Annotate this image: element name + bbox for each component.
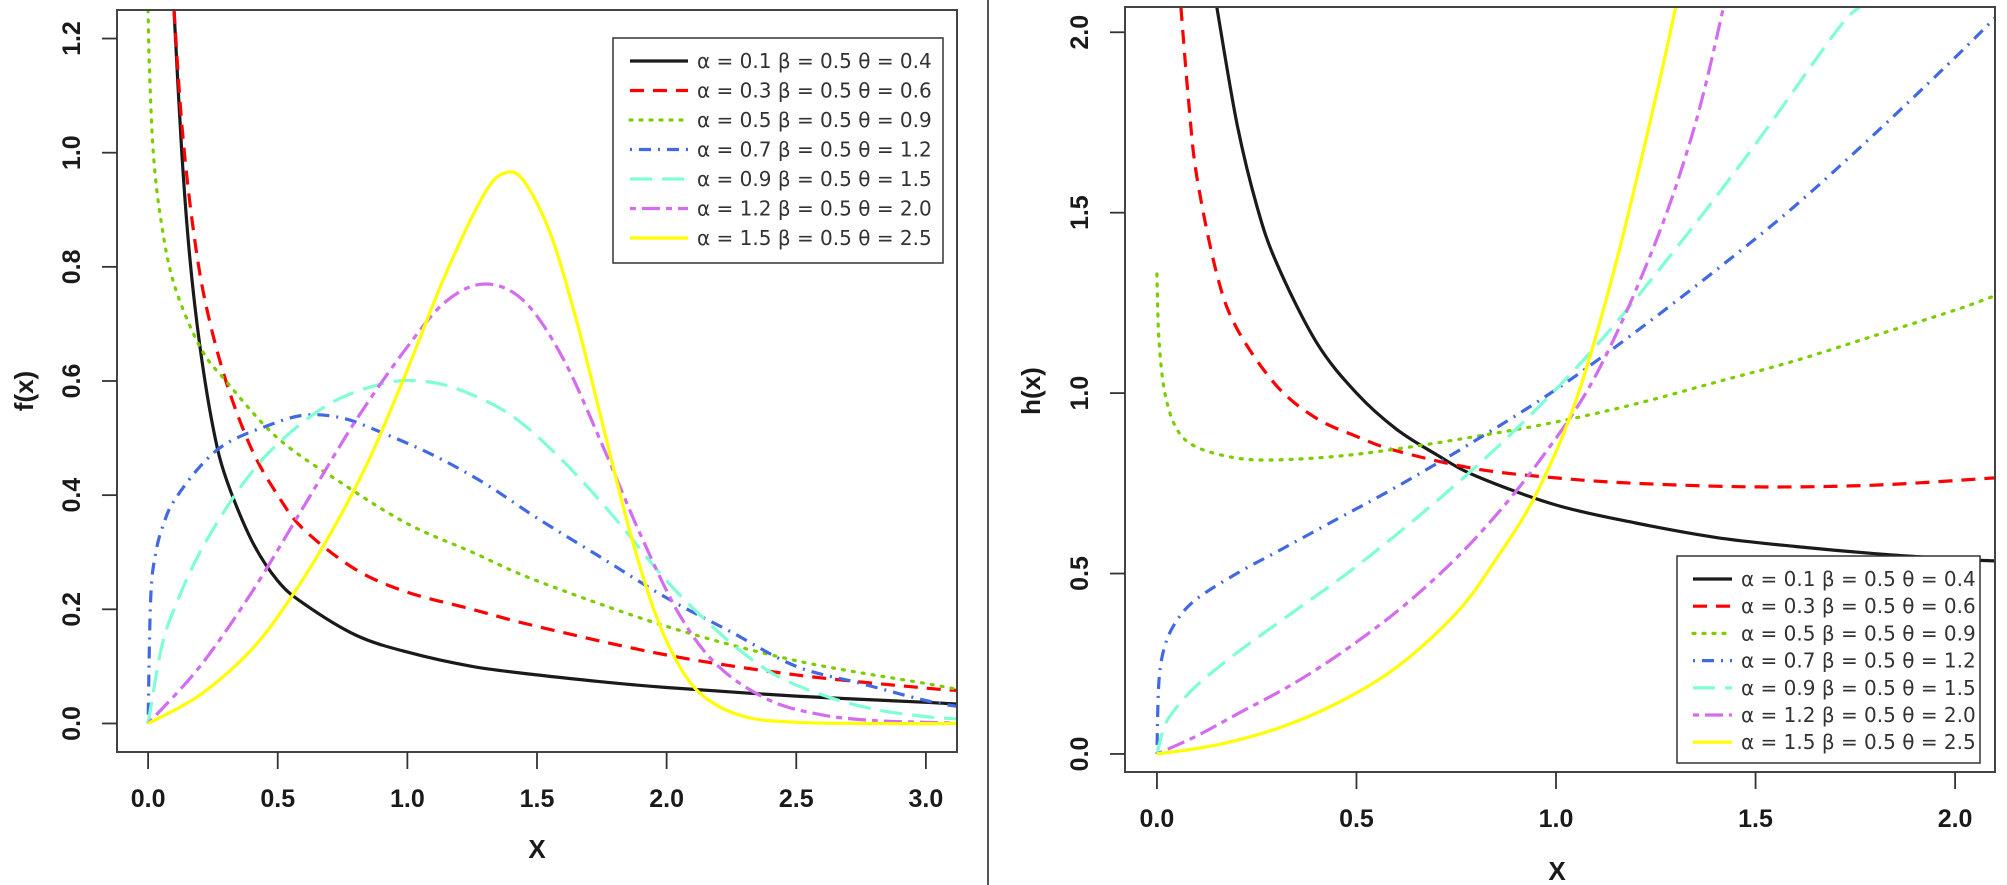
legend-box (1676, 555, 1981, 764)
y-tick-label: 2.0 (1066, 15, 1094, 50)
legend: α = 0.1 β = 0.5 θ = 0.4 α = 0.3 β = 0.5 θ… (1676, 555, 1981, 764)
y-tick-label: 0.4 (58, 478, 86, 513)
legend-entry: α = 0.1 β = 0.5 θ = 0.4 (697, 49, 932, 73)
legend-entry: α = 1.2 β = 0.5 θ = 2.0 (697, 197, 932, 221)
legend-entry: α = 1.5 β = 0.5 θ = 2.5 (697, 226, 932, 250)
series-line-6 (1156, 7, 1678, 756)
x-tick-label: 2.5 (779, 785, 814, 813)
x-tick-label: 0.5 (260, 785, 295, 813)
series-line-4 (146, 378, 957, 724)
x-tick-label: 0.5 (1339, 805, 1374, 833)
x-tick-label: 1.5 (1738, 805, 1773, 833)
y-tick-label: 1.0 (1066, 376, 1094, 411)
hazard-plot: 0.0 0.5 1.0 1.5 2.0 0.0 0.5 1.0 1.5 2.0 X h(x) α… (1016, 6, 1996, 885)
x-tick-label: 2.0 (649, 785, 684, 813)
y-tick-label: 0.6 (58, 364, 86, 399)
x-axis-title: X (1548, 856, 1566, 885)
legend-entry: α = 0.7 β = 0.5 θ = 1.2 (1741, 649, 1976, 673)
legend-entry: α = 0.9 β = 0.5 θ = 1.5 (1741, 676, 1976, 700)
legend-entry: α = 0.5 β = 0.5 θ = 0.9 (1741, 621, 1976, 645)
series-line-5 (146, 282, 957, 725)
series-line-0 (172, 10, 957, 706)
x-tick-label: 1.0 (1539, 805, 1574, 833)
plot-frame (1124, 6, 1996, 773)
legend-entry: α = 0.3 β = 0.5 θ = 0.6 (1741, 594, 1976, 618)
legend-entry: α = 0.3 β = 0.5 θ = 0.6 (697, 79, 932, 103)
y-tick-label: 1.5 (1066, 195, 1094, 230)
legend-entry: α = 1.2 β = 0.5 θ = 2.0 (1741, 703, 1976, 727)
series-line-6 (147, 170, 957, 726)
y-tick-label: 0.8 (58, 249, 86, 284)
series-line-1 (172, 10, 957, 692)
x-tick-label: 0.0 (131, 785, 166, 813)
y-axis-title: h(x) (1016, 367, 1046, 415)
series-line-4 (1155, 7, 1861, 755)
density-curves (146, 10, 957, 726)
y-tick-label: 0.5 (1066, 556, 1094, 591)
legend-entry: α = 0.1 β = 0.5 θ = 0.4 (1741, 567, 1976, 591)
y-tick-label: 1.2 (58, 21, 86, 56)
series-line-0 (1215, 7, 1995, 563)
y-tick-label: 0.2 (58, 592, 86, 627)
y-axis-title: f(x) (9, 371, 39, 411)
y-tick-label: 1.0 (58, 135, 86, 170)
x-axis: 0.0 0.5 1.0 1.5 2.0 (1140, 772, 1973, 833)
x-tick-label: 3.0 (909, 785, 944, 813)
x-tick-label: 1.0 (390, 785, 425, 813)
series-line-1 (1179, 7, 1995, 489)
legend-entry: α = 0.5 β = 0.5 θ = 0.9 (697, 108, 932, 132)
series-line-5 (1156, 7, 1726, 756)
x-tick-label: 1.5 (520, 785, 555, 813)
legend-entry: α = 0.9 β = 0.5 θ = 1.5 (697, 167, 932, 191)
density-plot: 0.0 0.5 1.0 1.5 2.0 2.5 3.0 0.0 0.2 0.4 0.6 0.8 1.0… (9, 9, 958, 864)
series-line-2 (146, 10, 957, 691)
hazard-curves (1155, 7, 1995, 756)
x-axis-title: X (528, 834, 546, 864)
x-axis: 0.0 0.5 1.0 1.5 2.0 2.5 3.0 (131, 752, 944, 813)
x-tick-label: 2.0 (1938, 805, 1973, 833)
legend-entry: α = 0.7 β = 0.5 θ = 1.2 (697, 138, 932, 162)
x-tick-label: 0.0 (1140, 805, 1175, 833)
legend-entry: α = 1.5 β = 0.5 θ = 2.5 (1741, 730, 1976, 754)
y-tick-label: 0.0 (58, 706, 86, 741)
y-axis: 0.0 0.2 0.4 0.6 0.8 1.0 1.2 (58, 21, 117, 741)
y-axis: 0.0 0.5 1.0 1.5 2.0 (1066, 15, 1125, 771)
series-line-2 (1155, 272, 1995, 462)
y-tick-label: 0.0 (1066, 737, 1094, 772)
legend: α = 0.1 β = 0.5 θ = 0.4 α = 0.3 β = 0.5 θ… (612, 37, 944, 264)
